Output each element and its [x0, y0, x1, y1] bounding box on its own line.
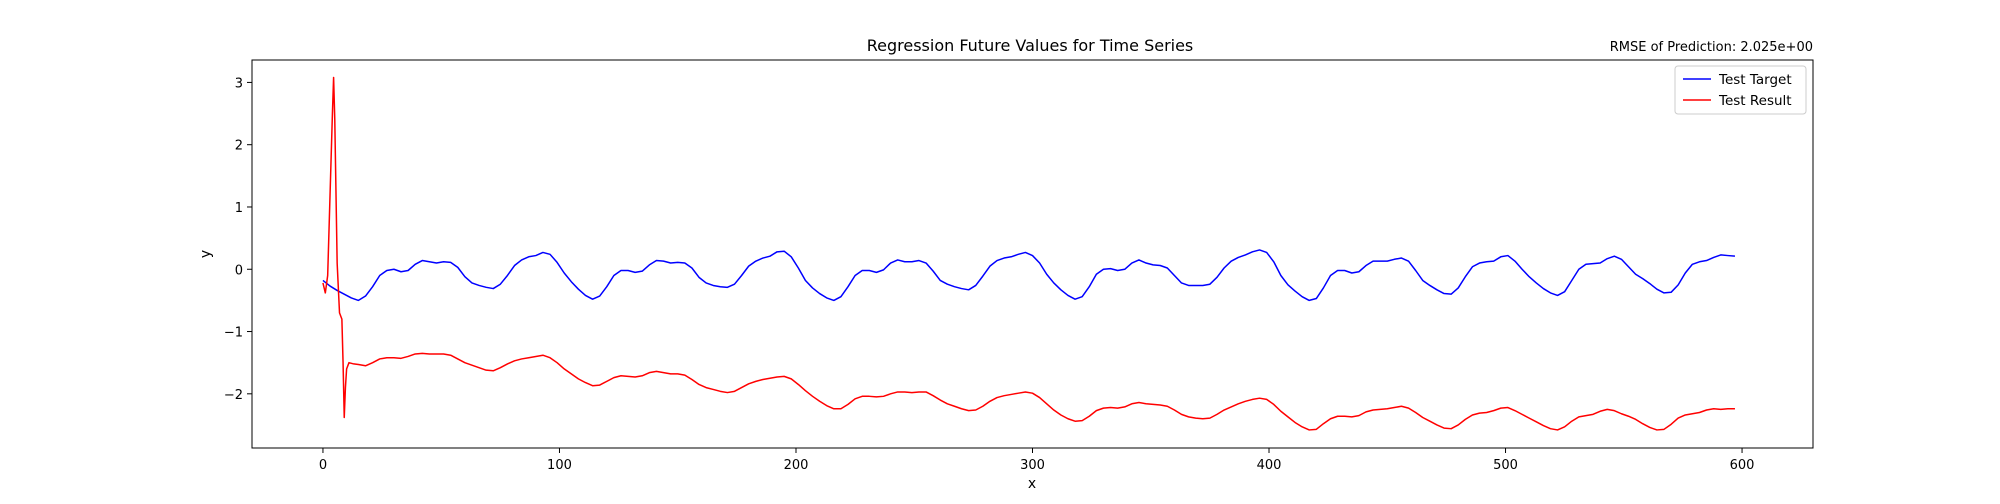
x-tick-label: 200	[784, 458, 809, 473]
y-axis-label: y	[198, 250, 214, 258]
x-tick-label: 300	[1020, 458, 1045, 473]
x-tick-label: 100	[547, 458, 572, 473]
series-line-test-result	[322, 76, 1735, 431]
y-tick-label: −1	[224, 326, 243, 341]
y-tick-label: 1	[235, 201, 243, 216]
y-tick-label: 0	[235, 263, 243, 278]
legend: Test Target Test Result	[1674, 65, 1807, 115]
series-line-test-target	[322, 249, 1736, 302]
x-tick-label: 600	[1730, 458, 1755, 473]
x-tick-label: 400	[1257, 458, 1282, 473]
axis-ticks: 0 100 200 300 400 500 600 3 2 1 0 −1 −2	[224, 76, 1755, 473]
y-tick-label: −2	[224, 388, 243, 403]
x-tick-label: 0	[319, 458, 327, 473]
y-tick-label: 2	[235, 139, 243, 154]
legend-label-test-target: Test Target	[1718, 72, 1792, 88]
x-tick-label: 500	[1493, 458, 1518, 473]
chart-title: Regression Future Values for Time Series	[867, 36, 1194, 55]
legend-box	[1674, 65, 1807, 115]
plot-area-frame	[251, 59, 1814, 449]
x-axis-label: x	[1028, 476, 1036, 492]
legend-label-test-result: Test Result	[1718, 93, 1792, 109]
rmse-annotation: RMSE of Prediction: 2.025e+00	[1610, 40, 1813, 55]
series-lines	[322, 76, 1736, 431]
y-tick-label: 3	[235, 76, 243, 91]
